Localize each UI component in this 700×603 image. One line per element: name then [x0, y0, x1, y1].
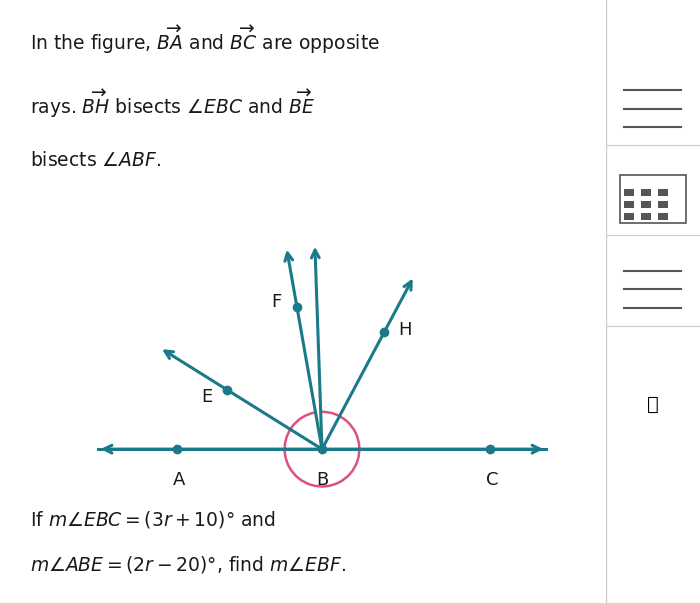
Bar [659, 201, 668, 208]
Text: B: B [316, 470, 328, 488]
Bar [624, 189, 634, 196]
Bar [659, 213, 668, 220]
Text: E: E [201, 388, 212, 406]
Text: F: F [271, 293, 281, 311]
Text: $m\angle ABE = (2r - 20)°$, find $m\angle EBF$.: $m\angle ABE = (2r - 20)°$, find $m\angl… [30, 554, 347, 575]
Text: If $m\angle EBC = (3r + 10)°$ and: If $m\angle EBC = (3r + 10)°$ and [30, 509, 277, 529]
Text: C: C [486, 470, 498, 488]
Bar [620, 175, 686, 223]
Bar [641, 213, 651, 220]
Text: 🔊: 🔊 [647, 394, 659, 414]
Text: H: H [398, 321, 412, 339]
Bar [641, 189, 651, 196]
Text: bisects $\angle ABF$.: bisects $\angle ABF$. [30, 151, 161, 170]
Bar [659, 189, 668, 196]
Text: A: A [173, 470, 186, 488]
Bar [624, 201, 634, 208]
Text: rays. $\overrightarrow{BH}$ bisects $\angle EBC$ and $\overrightarrow{BE}$: rays. $\overrightarrow{BH}$ bisects $\an… [30, 87, 316, 120]
Bar [624, 213, 634, 220]
Bar [641, 201, 651, 208]
Text: In the figure, $\overrightarrow{BA}$ and $\overrightarrow{BC}$ are opposite: In the figure, $\overrightarrow{BA}$ and… [30, 24, 380, 56]
